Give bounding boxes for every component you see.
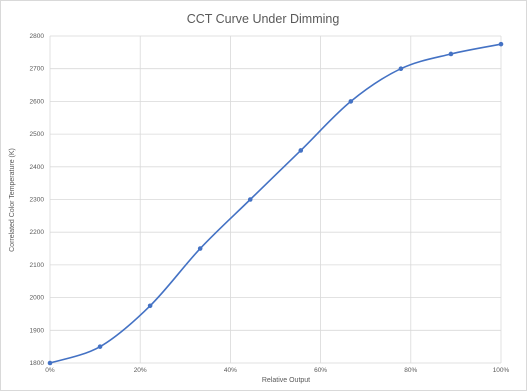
data-point bbox=[448, 51, 454, 57]
series-line bbox=[49, 43, 502, 364]
x-tick-label: 80% bbox=[404, 367, 417, 374]
y-tick-labels: 1800 1900 2000 2100 2200 2300 2400 2500 2600 2700… bbox=[30, 33, 45, 367]
x-tick-label: 20% bbox=[134, 367, 147, 374]
chart-title: CCT Curve Under Dimming bbox=[187, 12, 340, 26]
y-tick-label: 1900 bbox=[30, 327, 45, 334]
data-point bbox=[498, 41, 504, 47]
x-tick-label: 60% bbox=[314, 367, 327, 374]
y-tick-label: 2100 bbox=[30, 262, 45, 269]
data-point bbox=[147, 303, 153, 309]
data-point bbox=[197, 246, 203, 251]
y-tick-label: 2800 bbox=[30, 33, 45, 40]
x-tick-label: 40% bbox=[224, 367, 237, 374]
y-tick-label: 1800 bbox=[30, 360, 45, 367]
data-point bbox=[348, 99, 354, 104]
data-point bbox=[97, 344, 103, 349]
y-tick-label: 2400 bbox=[30, 164, 45, 171]
y-tick-label: 2000 bbox=[30, 295, 45, 302]
y-tick-label: 2500 bbox=[30, 131, 45, 138]
series-layer bbox=[47, 41, 504, 366]
data-point bbox=[298, 148, 304, 153]
x-axis-label: Relative Output bbox=[262, 377, 310, 384]
y-tick-label: 2700 bbox=[30, 66, 45, 73]
data-point bbox=[247, 197, 253, 202]
y-tick-label: 2600 bbox=[30, 98, 45, 105]
data-point bbox=[398, 66, 404, 71]
data-point bbox=[47, 360, 53, 366]
x-tick-label: 100% bbox=[493, 367, 510, 374]
y-tick-label: 2300 bbox=[30, 197, 45, 204]
x-tick-label: 0% bbox=[45, 367, 55, 374]
gridlines bbox=[49, 35, 502, 364]
y-tick-label: 2200 bbox=[30, 229, 45, 236]
x-tick-labels: 0% 20% 40% 60% 80% 100% bbox=[45, 367, 509, 374]
y-axis-label: Correlated Color Temperature (K) bbox=[9, 148, 16, 252]
